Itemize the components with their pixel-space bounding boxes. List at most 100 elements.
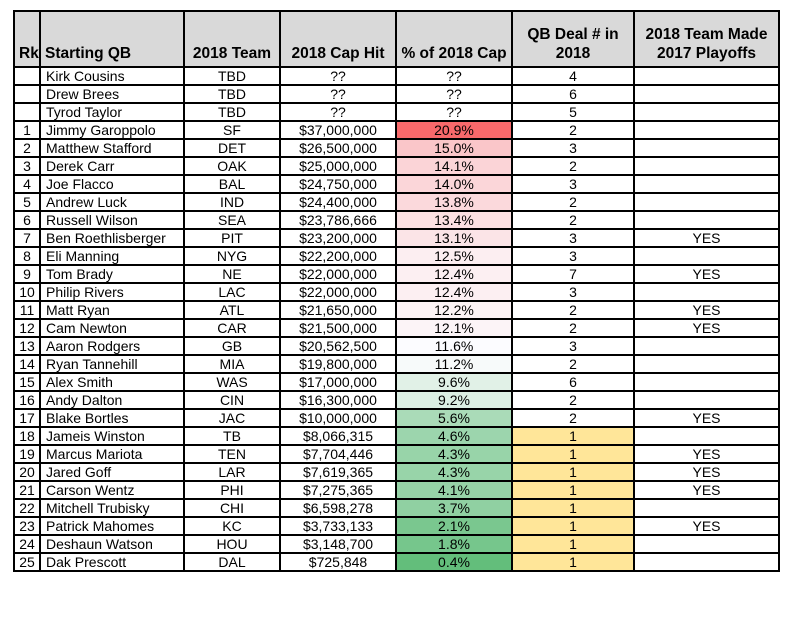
cell-starting-qb[interactable]: Matt Ryan (39, 300, 185, 320)
cell-playoffs[interactable] (633, 426, 780, 446)
cell-cap-hit[interactable]: $17,000,000 (279, 372, 397, 392)
cell-team[interactable]: LAR (183, 462, 281, 482)
cell-deal-number[interactable]: 3 (511, 228, 635, 248)
cell-playoffs[interactable] (633, 120, 780, 140)
cell-starting-qb[interactable]: Drew Brees (39, 84, 185, 104)
cell-starting-qb[interactable]: Andy Dalton (39, 390, 185, 410)
cell-deal-number[interactable]: 2 (511, 210, 635, 230)
cell-playoffs[interactable]: YES (633, 228, 780, 248)
cell-cap-pct[interactable]: ?? (395, 102, 513, 122)
cell-cap-pct[interactable]: 12.4% (395, 264, 513, 284)
cell-playoffs[interactable] (633, 390, 780, 410)
cell-team[interactable]: TBD (183, 66, 281, 86)
cell-starting-qb[interactable]: Philip Rivers (39, 282, 185, 302)
cell-rank[interactable]: 11 (13, 300, 41, 320)
cell-deal-number[interactable]: 6 (511, 372, 635, 392)
cell-starting-qb[interactable]: Joe Flacco (39, 174, 185, 194)
cell-starting-qb[interactable]: Jimmy Garoppolo (39, 120, 185, 140)
cell-rank[interactable]: 13 (13, 336, 41, 356)
cell-playoffs[interactable] (633, 66, 780, 86)
cell-cap-pct[interactable]: 4.3% (395, 444, 513, 464)
cell-cap-pct[interactable]: 9.6% (395, 372, 513, 392)
cell-deal-number[interactable]: 2 (511, 318, 635, 338)
cell-playoffs[interactable] (633, 246, 780, 266)
cell-rank[interactable]: 14 (13, 354, 41, 374)
cell-playoffs[interactable] (633, 552, 780, 572)
cell-rank[interactable]: 17 (13, 408, 41, 428)
cell-playoffs[interactable]: YES (633, 300, 780, 320)
cell-starting-qb[interactable]: Matthew Stafford (39, 138, 185, 158)
cell-team[interactable]: TBD (183, 102, 281, 122)
cell-cap-hit[interactable]: $8,066,315 (279, 426, 397, 446)
cell-playoffs[interactable] (633, 138, 780, 158)
cell-rank[interactable] (13, 84, 41, 104)
cell-starting-qb[interactable]: Jared Goff (39, 462, 185, 482)
cell-cap-hit[interactable]: $21,650,000 (279, 300, 397, 320)
cell-rank[interactable]: 8 (13, 246, 41, 266)
cell-rank[interactable]: 21 (13, 480, 41, 500)
cell-rank[interactable]: 18 (13, 426, 41, 446)
cell-playoffs[interactable]: YES (633, 408, 780, 428)
cell-cap-hit[interactable]: ?? (279, 66, 397, 86)
cell-cap-hit[interactable]: $19,800,000 (279, 354, 397, 374)
cell-team[interactable]: CHI (183, 498, 281, 518)
cell-cap-pct[interactable]: 4.3% (395, 462, 513, 482)
cell-team[interactable]: DET (183, 138, 281, 158)
cell-cap-pct[interactable]: 15.0% (395, 138, 513, 158)
cell-cap-hit[interactable]: $7,704,446 (279, 444, 397, 464)
cell-cap-pct[interactable]: 11.6% (395, 336, 513, 356)
column-header-starting-qb[interactable]: Starting QB (39, 10, 185, 68)
cell-team[interactable]: DAL (183, 552, 281, 572)
cell-rank[interactable]: 3 (13, 156, 41, 176)
cell-rank[interactable]: 4 (13, 174, 41, 194)
cell-cap-hit[interactable]: $10,000,000 (279, 408, 397, 428)
column-header-2018-cap-hit[interactable]: 2018 Cap Hit (279, 10, 397, 68)
cell-deal-number[interactable]: 2 (511, 408, 635, 428)
cell-deal-number[interactable]: 2 (511, 300, 635, 320)
cell-deal-number[interactable]: 1 (511, 444, 635, 464)
cell-deal-number[interactable]: 2 (511, 120, 635, 140)
cell-starting-qb[interactable]: Aaron Rodgers (39, 336, 185, 356)
cell-rank[interactable]: 6 (13, 210, 41, 230)
cell-deal-number[interactable]: 2 (511, 192, 635, 212)
cell-cap-pct[interactable]: 2.1% (395, 516, 513, 536)
cell-rank[interactable]: 22 (13, 498, 41, 518)
cell-deal-number[interactable]: 1 (511, 426, 635, 446)
cell-team[interactable]: MIA (183, 354, 281, 374)
cell-deal-number[interactable]: 3 (511, 246, 635, 266)
cell-cap-hit[interactable]: $3,733,133 (279, 516, 397, 536)
cell-rank[interactable]: 20 (13, 462, 41, 482)
cell-starting-qb[interactable]: Mitchell Trubisky (39, 498, 185, 518)
cell-rank[interactable] (13, 102, 41, 122)
cell-rank[interactable]: 23 (13, 516, 41, 536)
cell-playoffs[interactable] (633, 174, 780, 194)
cell-cap-hit[interactable]: $725,848 (279, 552, 397, 572)
cell-rank[interactable]: 15 (13, 372, 41, 392)
cell-rank[interactable]: 19 (13, 444, 41, 464)
cell-deal-number[interactable]: 5 (511, 102, 635, 122)
cell-cap-pct[interactable]: 12.5% (395, 246, 513, 266)
cell-playoffs[interactable]: YES (633, 480, 780, 500)
cell-team[interactable]: NYG (183, 246, 281, 266)
cell-cap-hit[interactable]: $16,300,000 (279, 390, 397, 410)
cell-cap-hit[interactable]: $22,200,000 (279, 246, 397, 266)
cell-deal-number[interactable]: 7 (511, 264, 635, 284)
cell-deal-number[interactable]: 1 (511, 534, 635, 554)
cell-team[interactable]: CIN (183, 390, 281, 410)
cell-rank[interactable]: 12 (13, 318, 41, 338)
cell-playoffs[interactable]: YES (633, 516, 780, 536)
cell-deal-number[interactable]: 1 (511, 516, 635, 536)
cell-deal-number[interactable]: 3 (511, 282, 635, 302)
cell-rank[interactable] (13, 66, 41, 86)
cell-starting-qb[interactable]: Patrick Mahomes (39, 516, 185, 536)
cell-cap-pct[interactable]: 0.4% (395, 552, 513, 572)
cell-team[interactable]: HOU (183, 534, 281, 554)
cell-starting-qb[interactable]: Tyrod Taylor (39, 102, 185, 122)
cell-rank[interactable]: 5 (13, 192, 41, 212)
cell-rank[interactable]: 10 (13, 282, 41, 302)
cell-cap-hit[interactable]: ?? (279, 102, 397, 122)
cell-rank[interactable]: 25 (13, 552, 41, 572)
cell-starting-qb[interactable]: Ryan Tannehill (39, 354, 185, 374)
cell-cap-pct[interactable]: 1.8% (395, 534, 513, 554)
cell-deal-number[interactable]: 3 (511, 174, 635, 194)
